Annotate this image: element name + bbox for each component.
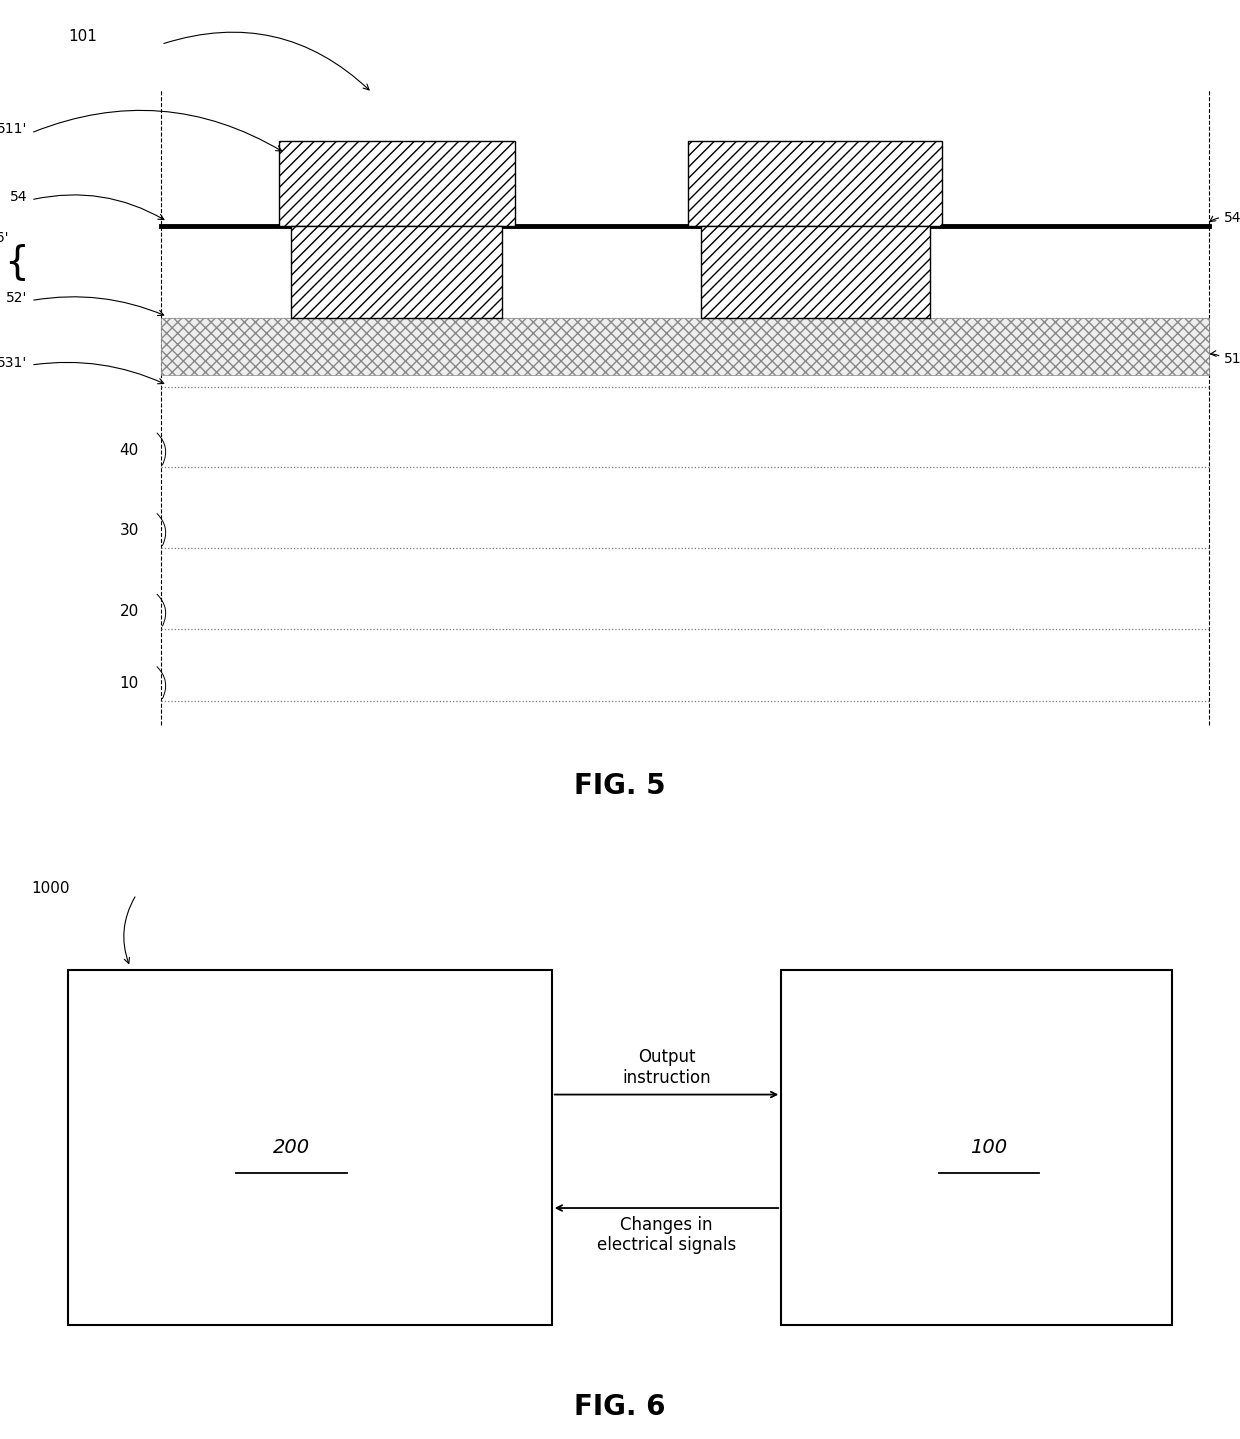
Text: Output
instruction: Output instruction [622, 1048, 711, 1086]
Text: 20: 20 [119, 604, 139, 619]
Text: 40: 40 [119, 443, 139, 458]
Bar [279, 141, 515, 226]
Text: 52': 52' [6, 291, 27, 305]
Text: 10: 10 [119, 676, 139, 691]
Text: 1000: 1000 [31, 881, 69, 895]
Bar [688, 141, 942, 226]
Bar [291, 226, 502, 318]
Text: FIG. 6: FIG. 6 [574, 1393, 666, 1422]
Text: 100: 100 [971, 1138, 1007, 1157]
Text: 101: 101 [68, 29, 97, 43]
Text: {: { [4, 243, 29, 281]
Text: FIG. 5: FIG. 5 [574, 771, 666, 800]
Text: Changes in
electrical signals: Changes in electrical signals [596, 1216, 737, 1255]
Text: 54: 54 [10, 190, 27, 204]
Bar [781, 970, 1172, 1325]
Text: 30: 30 [119, 524, 139, 538]
Text: 200: 200 [273, 1138, 310, 1157]
Bar [161, 318, 1209, 374]
Text: 511'': 511'' [1224, 351, 1240, 366]
Bar [701, 226, 930, 318]
Text: 56': 56' [0, 230, 10, 245]
Text: 511': 511' [0, 122, 27, 135]
Text: 531': 531' [0, 355, 27, 370]
Text: 541: 541 [1224, 210, 1240, 224]
Bar [68, 970, 552, 1325]
